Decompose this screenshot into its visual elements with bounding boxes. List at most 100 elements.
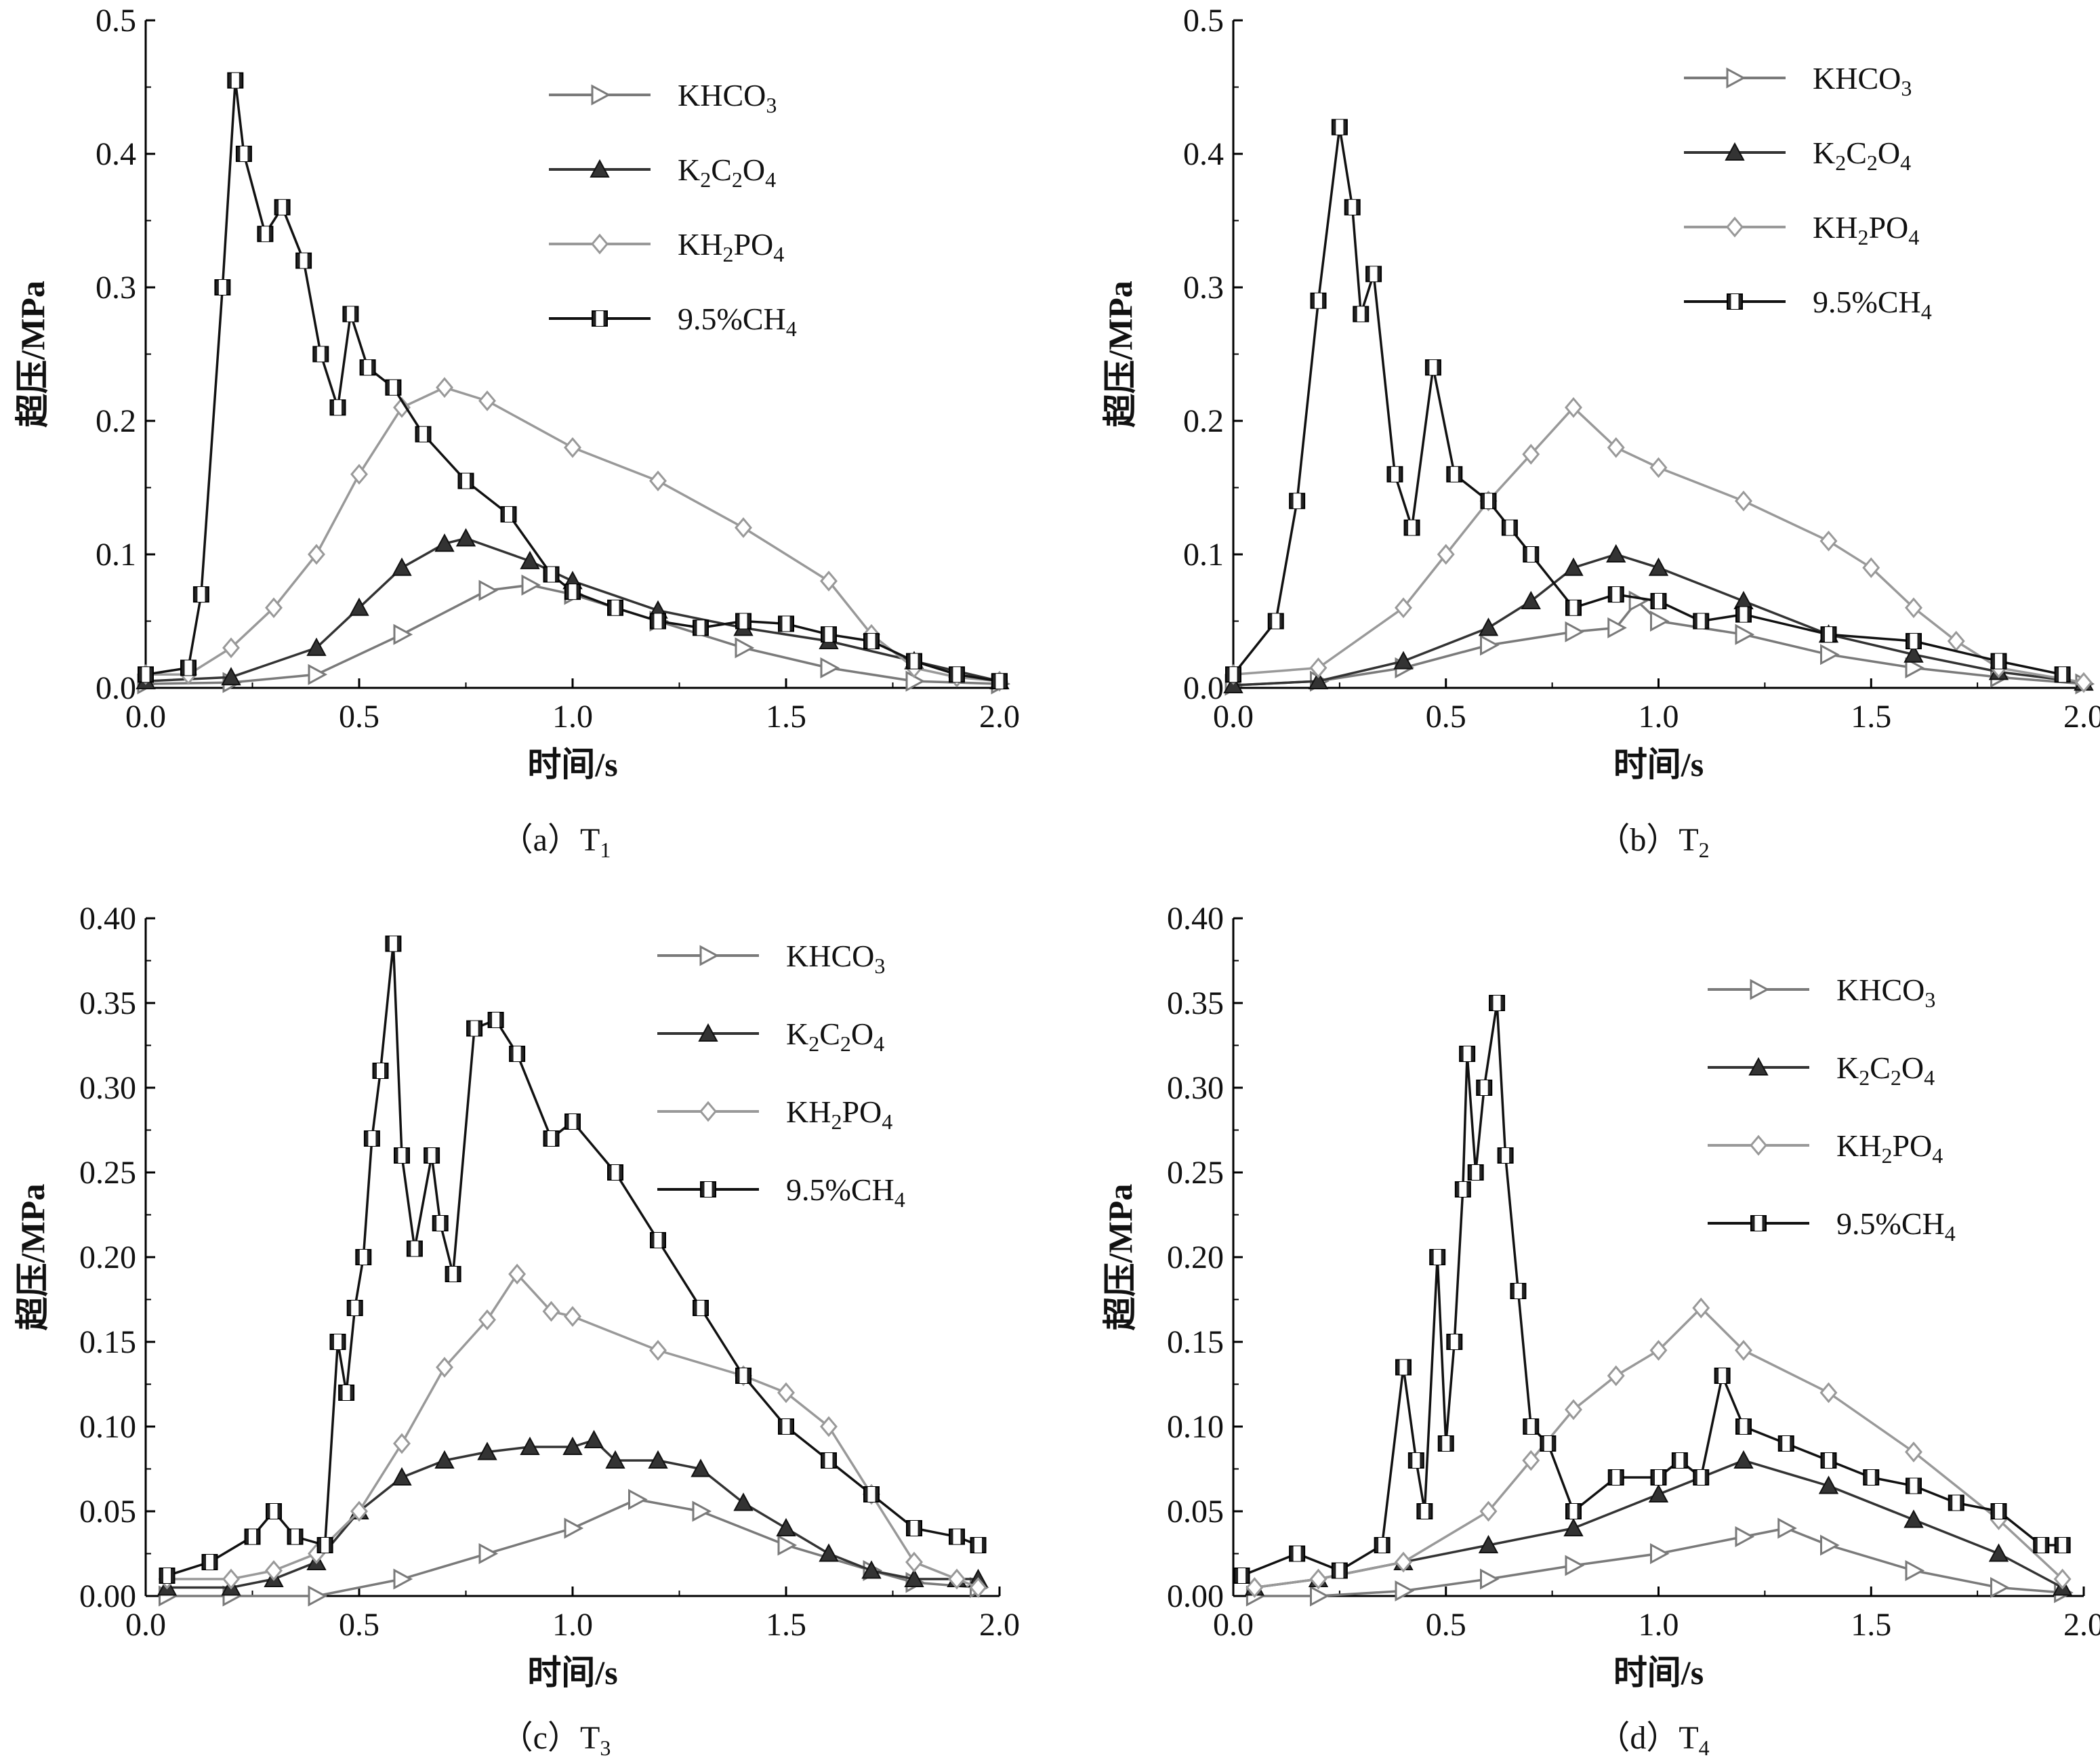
data-point: [1607, 437, 1625, 458]
data-point: [478, 390, 496, 411]
data-point: [1446, 1334, 1463, 1350]
data-point: [1289, 493, 1306, 510]
data-point: [1407, 1452, 1424, 1469]
data-point: [342, 306, 359, 323]
legend-entry: 9.5%CH4: [1708, 1206, 1956, 1246]
x-tick-label: 1.5: [766, 699, 806, 735]
figure-panels: 0.0 0.5 1.0 1.5 2.0 0.0 0.1 0.2 0.3 0.4 0.5 时间/s 超压/…: [14, 3, 2100, 1760]
data-point: [1480, 634, 1500, 656]
data-point: [265, 1560, 283, 1581]
data-point: [778, 1418, 794, 1435]
data-point: [650, 1232, 666, 1248]
legend-entry: KHCO3: [1684, 61, 1912, 100]
data-point: [415, 426, 432, 443]
data-point: [355, 1249, 372, 1265]
data-point: [991, 673, 1008, 690]
data-point: [1310, 1585, 1330, 1607]
y-tick-label: 0.2: [1183, 403, 1224, 439]
data-point: [1386, 466, 1403, 483]
y-axis-label: 超压/MPa: [1101, 281, 1139, 428]
data-point: [1903, 1509, 1924, 1528]
data-point: [394, 1147, 410, 1164]
y-tick-label: 0.4: [1183, 136, 1224, 172]
data-point: [820, 1416, 838, 1437]
data-point: [1990, 1503, 2007, 1519]
data-point: [457, 472, 474, 489]
series-9.5%CH4: [1233, 995, 2071, 1584]
data-point: [1906, 633, 1922, 650]
data-point: [1733, 1450, 1754, 1469]
data-point: [969, 1577, 987, 1598]
y-tick-label: 0.15: [1167, 1324, 1224, 1360]
legend-marker: [1726, 216, 1744, 238]
x-tick-label: 0.5: [1426, 699, 1466, 735]
data-point: [1233, 1568, 1250, 1584]
panel-caption: （d）T4: [1597, 1720, 1709, 1760]
legend-entry: K2C2O4: [1684, 136, 1911, 175]
data-point: [1735, 1340, 1752, 1361]
chart-panel-2: 0.0 0.5 1.0 1.5 2.0 0.0 0.1 0.2 0.3 0.4 0.5 时间/s 超压/…: [1101, 3, 2100, 862]
data-point: [393, 623, 413, 645]
x-tick-label: 0.0: [125, 699, 166, 735]
legend-label: 9.5%CH4: [786, 1172, 905, 1212]
data-point: [906, 1520, 922, 1536]
y-tick-label: 0.0: [96, 670, 136, 706]
data-point: [607, 1164, 623, 1181]
y-tick-label: 0.10: [1167, 1409, 1224, 1445]
data-point: [466, 1020, 483, 1037]
legend-label: KHCO3: [1813, 61, 1912, 100]
data-point: [1693, 1469, 1710, 1486]
data-point: [1733, 590, 1754, 609]
data-point: [777, 1382, 795, 1404]
data-point: [1395, 1580, 1415, 1602]
legend: KHCO3 K2C2O4 KH2PO4 9.5%CH4: [549, 78, 797, 341]
data-point: [392, 1467, 412, 1486]
data-point: [1607, 1365, 1625, 1387]
data-point: [350, 464, 368, 485]
data-point: [349, 597, 369, 616]
data-point: [1819, 1382, 1838, 1404]
legend-entry: K2C2O4: [549, 152, 776, 192]
data-point: [1565, 1503, 1582, 1519]
x-tick-label: 1.5: [1851, 699, 1891, 735]
data-point: [1565, 396, 1582, 418]
legend-entry: K2C2O4: [1708, 1050, 1935, 1090]
y-axis-label: 超压/MPa: [14, 1184, 52, 1331]
data-point: [436, 377, 453, 398]
data-point: [308, 663, 328, 685]
data-point: [2054, 666, 2071, 683]
data-point: [1693, 613, 1710, 630]
data-point: [733, 1492, 754, 1511]
legend-label: KH2PO4: [786, 1094, 892, 1134]
legend-marker: [1727, 293, 1743, 310]
data-point: [1649, 1340, 1668, 1361]
data-point: [693, 619, 709, 636]
legend-label: 9.5%CH4: [1836, 1206, 1956, 1246]
data-point: [1459, 1046, 1476, 1062]
data-point: [1480, 1568, 1500, 1590]
data-point: [1393, 651, 1414, 670]
x-tick-label: 1.5: [1851, 1607, 1891, 1643]
legend-entry: 9.5%CH4: [1684, 285, 1932, 324]
x-tick-label: 0.0: [1213, 699, 1254, 735]
data-point: [346, 1300, 363, 1316]
data-point: [1777, 1435, 1794, 1452]
legend-entry: KHCO3: [549, 78, 777, 117]
data-point: [508, 1263, 527, 1285]
data-point: [1649, 457, 1668, 478]
x-axis-label: 时间/s: [1613, 745, 1704, 783]
data-point: [1565, 1555, 1585, 1576]
y-tick-label: 0.15: [79, 1324, 136, 1360]
data-point: [1476, 1080, 1493, 1096]
legend-marker: [698, 1023, 718, 1042]
y-tick-label: 0.5: [96, 3, 136, 39]
legend-marker: [592, 310, 608, 327]
data-point: [1563, 557, 1584, 576]
legend-entry: K2C2O4: [657, 1017, 884, 1056]
y-tick-label: 0.1: [1183, 537, 1224, 573]
panel-caption: （a）T1: [501, 822, 611, 862]
legend-marker: [700, 1181, 716, 1198]
y-tick-label: 0.00: [79, 1578, 136, 1614]
legend: KHCO3 K2C2O4 KH2PO4 9.5%CH4: [1708, 973, 1956, 1246]
data-point: [564, 1306, 581, 1327]
